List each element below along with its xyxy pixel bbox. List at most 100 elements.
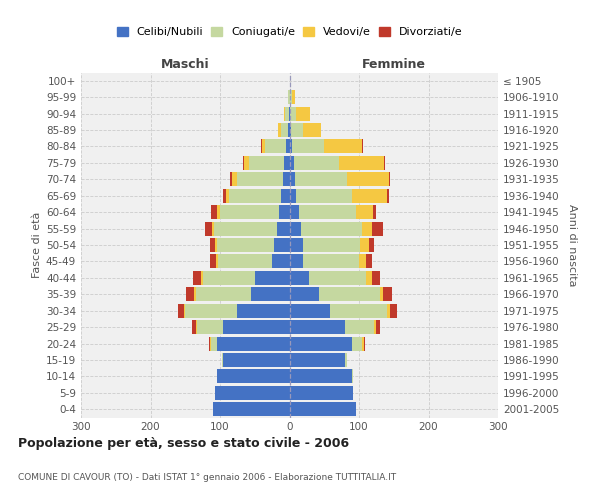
Bar <box>223 320 290 334</box>
Bar <box>290 222 301 235</box>
Bar <box>196 288 251 302</box>
Bar <box>362 140 363 153</box>
Bar <box>217 238 274 252</box>
Bar <box>291 123 304 137</box>
Bar <box>210 254 216 268</box>
Bar <box>290 90 292 104</box>
Bar <box>339 156 384 170</box>
Bar <box>361 238 369 252</box>
Bar <box>193 271 201 285</box>
Bar <box>295 172 347 186</box>
Bar <box>289 106 290 120</box>
Bar <box>304 238 361 252</box>
Bar <box>345 320 374 334</box>
Bar <box>366 254 371 268</box>
Bar <box>261 140 262 153</box>
Bar <box>290 386 353 400</box>
Bar <box>290 320 345 334</box>
Bar <box>292 90 295 104</box>
Bar <box>272 254 290 268</box>
Bar <box>371 271 380 285</box>
Bar <box>229 188 281 202</box>
Bar <box>345 353 347 367</box>
Bar <box>211 336 217 350</box>
Bar <box>194 288 196 302</box>
Bar <box>215 238 217 252</box>
Bar <box>220 205 279 219</box>
Bar <box>290 353 345 367</box>
Bar <box>192 320 196 334</box>
Bar <box>185 304 238 318</box>
Bar <box>288 90 290 104</box>
Bar <box>304 254 359 268</box>
Bar <box>286 140 290 153</box>
Bar <box>304 123 321 137</box>
Bar <box>209 238 215 252</box>
Bar <box>290 123 291 137</box>
Bar <box>296 188 352 202</box>
Bar <box>352 188 387 202</box>
Bar <box>251 288 290 302</box>
Bar <box>352 336 362 350</box>
Bar <box>197 320 223 334</box>
Bar <box>380 288 383 302</box>
Bar <box>384 156 385 170</box>
Bar <box>290 304 330 318</box>
Y-axis label: Anni di nascita: Anni di nascita <box>566 204 577 286</box>
Bar <box>366 271 371 285</box>
Bar <box>290 106 296 120</box>
Bar <box>284 106 286 120</box>
Bar <box>214 222 277 235</box>
Bar <box>281 188 290 202</box>
Bar <box>389 172 390 186</box>
Bar <box>238 172 283 186</box>
Bar <box>284 156 290 170</box>
Bar <box>299 205 356 219</box>
Bar <box>372 222 383 235</box>
Bar <box>290 254 304 268</box>
Bar <box>230 172 232 186</box>
Bar <box>283 172 290 186</box>
Bar <box>290 238 304 252</box>
Text: Popolazione per età, sesso e stato civile - 2006: Popolazione per età, sesso e stato civil… <box>18 438 349 450</box>
Bar <box>369 238 374 252</box>
Bar <box>274 238 290 252</box>
Bar <box>290 402 356 416</box>
Bar <box>387 304 390 318</box>
Bar <box>290 188 296 202</box>
Bar <box>376 320 380 334</box>
Bar <box>281 123 288 137</box>
Bar <box>288 123 290 137</box>
Bar <box>323 140 362 153</box>
Bar <box>223 353 290 367</box>
Bar <box>265 140 286 153</box>
Bar <box>330 304 387 318</box>
Bar <box>290 156 293 170</box>
Bar <box>390 304 397 318</box>
Bar <box>293 156 339 170</box>
Bar <box>186 288 194 302</box>
Bar <box>222 353 223 367</box>
Bar <box>290 172 295 186</box>
Bar <box>201 271 203 285</box>
Bar <box>255 271 290 285</box>
Bar <box>196 320 197 334</box>
Bar <box>362 336 364 350</box>
Bar <box>356 205 373 219</box>
Bar <box>347 172 389 186</box>
Bar <box>352 370 353 384</box>
Bar <box>203 271 255 285</box>
Bar <box>210 336 211 350</box>
Bar <box>286 106 289 120</box>
Bar <box>362 222 372 235</box>
Bar <box>296 106 310 120</box>
Text: COMUNE DI CAVOUR (TO) - Dati ISTAT 1° gennaio 2006 - Elaborazione TUTTITALIA.IT: COMUNE DI CAVOUR (TO) - Dati ISTAT 1° ge… <box>18 472 396 482</box>
Bar <box>387 188 389 202</box>
Bar <box>213 402 290 416</box>
Bar <box>238 304 290 318</box>
Bar <box>211 205 217 219</box>
Bar <box>359 254 366 268</box>
Bar <box>218 254 272 268</box>
Bar <box>278 123 281 137</box>
Bar <box>309 271 366 285</box>
